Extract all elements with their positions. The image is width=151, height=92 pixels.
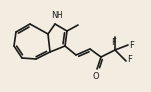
Text: F: F bbox=[129, 40, 134, 49]
Text: H: H bbox=[56, 11, 62, 20]
Text: F: F bbox=[127, 55, 132, 64]
Text: O: O bbox=[93, 72, 99, 81]
Text: N: N bbox=[51, 11, 57, 20]
Text: F: F bbox=[112, 38, 116, 47]
